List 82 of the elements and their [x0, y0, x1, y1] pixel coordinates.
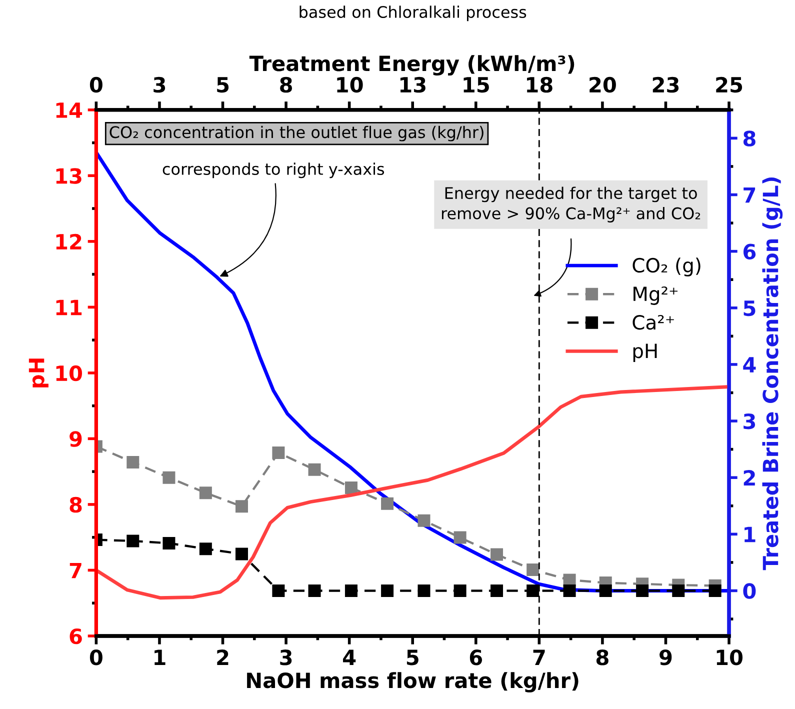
y2-tick-label: 4	[743, 357, 756, 372]
x-tick-label: 10	[716, 650, 743, 666]
x-tick-label: 8	[596, 650, 608, 666]
x2-tick-label: 25	[716, 76, 742, 93]
legend-label: CO₂ (g)	[632, 258, 700, 276]
x-tick-label: 9	[660, 650, 672, 666]
point	[526, 584, 540, 597]
y-tick-label: 10	[56, 365, 82, 382]
x2-axis-title: Treatment Energy (kWh/m³)	[249, 55, 574, 76]
point	[418, 584, 430, 597]
y-tick-label: 7	[70, 562, 82, 578]
y2-tick-label: 6	[744, 244, 756, 260]
point	[162, 536, 176, 550]
point	[563, 584, 576, 597]
y-tick-label: 6	[70, 628, 82, 644]
y-tick-label: 14	[56, 102, 82, 118]
point	[126, 534, 140, 548]
point	[381, 584, 394, 597]
legend-label: Ca²⁺	[632, 315, 674, 330]
point	[308, 463, 321, 476]
x-tick-label: 4	[343, 650, 356, 665]
point	[708, 584, 722, 597]
x-tick-label: 2	[217, 650, 228, 665]
point	[454, 531, 466, 544]
point	[599, 584, 612, 597]
point	[526, 564, 540, 576]
point	[344, 482, 358, 494]
y2-axis-title: Treated Brine Concentration (g/L)	[762, 177, 783, 570]
x-axis-title: NaOH mass flow rate (kg/hr)	[247, 672, 578, 692]
x-tick-label: 7	[533, 650, 545, 665]
x2-tick-label: 18	[527, 76, 552, 93]
chart-title: based on Chloralkali process	[300, 6, 526, 22]
point	[272, 584, 285, 597]
point	[672, 584, 685, 597]
y-tick-label: 11	[56, 300, 82, 316]
point	[199, 542, 212, 556]
y2-tick-label: 5	[744, 300, 756, 316]
annotation: corresponds to right y-xaxis	[162, 162, 384, 178]
point	[490, 548, 504, 561]
point	[381, 497, 394, 510]
y2-tick-label: 1	[744, 526, 756, 542]
point	[235, 548, 248, 560]
point	[235, 500, 248, 513]
x2-tick-label: 10	[337, 76, 363, 93]
point	[418, 514, 430, 527]
point	[344, 584, 358, 597]
x2-tick-label: 13	[400, 76, 426, 93]
annotation: CO₂ concentration in the outlet flue gas (kg/hr)	[110, 126, 484, 142]
point	[199, 486, 212, 500]
y-tick-label: 8	[70, 496, 82, 513]
x2-tick-label: 5	[217, 77, 229, 93]
point	[636, 584, 649, 597]
point	[490, 584, 504, 597]
y2-tick-label: 7	[744, 187, 756, 203]
y2-tick-label: 8	[743, 130, 756, 146]
y2-tick-label: 2	[744, 470, 755, 486]
point	[308, 584, 321, 597]
y-tick-label: 9	[70, 431, 82, 447]
x-tick-label: 1	[154, 650, 166, 665]
y-tick-label: 13	[56, 168, 82, 184]
x-tick-label: 6	[470, 650, 482, 666]
point	[162, 471, 176, 484]
x2-tick-label: 20	[590, 76, 616, 93]
line-series	[96, 385, 730, 600]
x-tick-label: 3	[280, 650, 292, 666]
point	[126, 456, 140, 469]
x2-tick-label: 0	[90, 76, 102, 93]
x2-tick-label: 8	[280, 76, 292, 93]
annotation: Energy needed for the target to remove > 90% Ca-Mg²⁺ and CO₂	[442, 186, 700, 222]
y2-tick-label: 3	[744, 413, 756, 430]
point	[272, 446, 285, 459]
y2-tick-label: 0	[743, 583, 756, 599]
x2-tick-label: 3	[154, 76, 166, 93]
x2-tick-label: 23	[652, 76, 679, 93]
point	[454, 584, 466, 597]
x-tick-label: 0	[90, 650, 102, 666]
y-tick-label: 12	[56, 234, 82, 250]
legend-label: pH	[633, 344, 657, 362]
y-axis-title: pH	[28, 358, 48, 388]
x-tick-label: 5	[406, 650, 418, 666]
legend-label: Mg²⁺	[634, 286, 678, 305]
x2-tick-label: 15	[464, 77, 489, 93]
